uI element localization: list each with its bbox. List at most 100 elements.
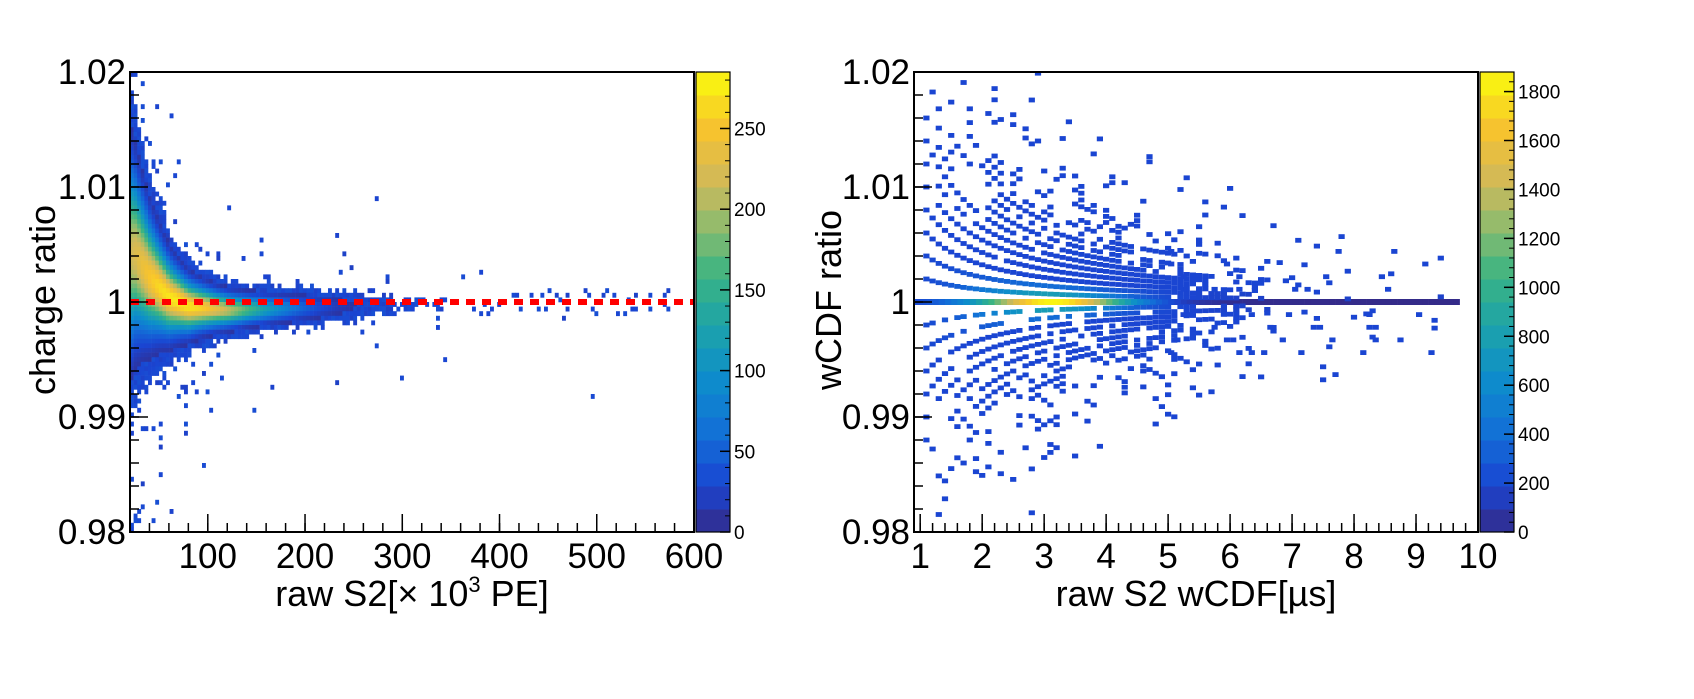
heatmap-cell: [991, 86, 998, 91]
heatmap-cell: [1003, 237, 1011, 243]
heatmap-cell: [148, 237, 152, 243]
heatmap-cell: [140, 104, 145, 110]
heatmap-cell: [140, 210, 145, 215]
heatmap-cell: [1189, 281, 1196, 287]
heatmap-cell: [1053, 284, 1060, 290]
heatmap-cell: [169, 509, 174, 514]
heatmap-cell: [248, 292, 253, 298]
heatmap-cell: [941, 192, 949, 198]
heatmap-cell: [997, 267, 1004, 273]
heatmap-cell: [941, 245, 949, 251]
heatmap-cell: [997, 192, 1004, 198]
heatmap-cell: [1059, 136, 1066, 141]
heatmap-cell: [948, 332, 955, 338]
heatmap-cell: [133, 164, 138, 169]
heatmap-cell: [133, 403, 138, 409]
heatmap-cell: [266, 320, 271, 326]
heatmap-cell: [245, 315, 250, 321]
heatmap-cell: [1270, 223, 1277, 229]
heatmap-cell: [1028, 396, 1035, 401]
heatmap-cell: [151, 338, 156, 344]
heatmap-cell: [310, 315, 314, 321]
heatmap-cell: [176, 311, 181, 317]
heatmap-cell: [1121, 356, 1128, 362]
heatmap-cell: [1059, 262, 1066, 268]
heatmap-cell: [184, 430, 188, 436]
heatmap-cell: [277, 283, 282, 289]
heatmap-cell: [349, 315, 354, 321]
heatmap-cell: [1065, 249, 1072, 254]
heatmap-cell: [248, 325, 253, 330]
heatmap-cell: [130, 357, 134, 363]
heatmap-cell: [155, 205, 160, 211]
heatmap-cell: [169, 256, 174, 261]
heatmap-cell: [1202, 295, 1209, 300]
heatmap-cell: [1304, 299, 1312, 305]
heatmap-cell: [162, 274, 167, 280]
heatmap-cell: [162, 361, 167, 367]
heatmap-cell: [130, 205, 134, 211]
heatmap-cell: [284, 306, 289, 312]
heatmap-cell: [166, 279, 170, 284]
heatmap-cell: [1140, 273, 1147, 278]
heatmap-cell: [187, 348, 192, 353]
heatmap-cell: [1379, 299, 1386, 305]
heatmap-cell: [948, 149, 955, 155]
heatmap-cell: [155, 499, 160, 505]
heatmap-cell: [173, 311, 178, 317]
heatmap-cell: [1227, 311, 1234, 317]
heatmap-cell: [169, 292, 174, 298]
heatmap-cell: [1127, 282, 1134, 288]
heatmap-cell: [144, 173, 149, 179]
heatmap-cell: [169, 306, 174, 312]
heatmap-cell: [346, 315, 350, 321]
heatmap-cell: [374, 196, 379, 202]
heatmap-cell: [158, 283, 163, 289]
heatmap-cell: [1264, 307, 1271, 312]
heatmap-cell: [166, 233, 170, 238]
heatmap-cell: [274, 315, 278, 321]
heatmap-cell: [1072, 264, 1079, 270]
heatmap-cell: [144, 320, 149, 326]
heatmap-cell: [1003, 196, 1011, 202]
colorbar-tick-label: 100: [734, 362, 766, 383]
heatmap-cell: [1158, 339, 1165, 345]
heatmap-cell: [1115, 328, 1122, 334]
heatmap-cell: [144, 136, 149, 142]
heatmap-cell: [1165, 289, 1172, 295]
heatmap-cell: [1152, 289, 1159, 295]
heatmap-cell: [151, 159, 156, 165]
heatmap-cell: [220, 325, 224, 330]
heatmap-cell: [1072, 348, 1079, 354]
heatmap-cell: [1177, 323, 1184, 328]
heatmap-cell: [1059, 388, 1066, 394]
heatmap-cell: [140, 297, 145, 303]
p2-x-axis-title: raw S2 wCDF[µs]: [1056, 573, 1337, 614]
heatmap-cell: [130, 311, 134, 317]
heatmap-cell: [158, 159, 163, 165]
heatmap-cell: [173, 366, 178, 372]
heatmap-cell: [1115, 235, 1122, 241]
heatmap-cell: [966, 354, 973, 360]
colorbar-band: [1480, 486, 1514, 510]
heatmap-cell: [364, 297, 368, 303]
heatmap-cell: [137, 329, 142, 335]
heatmap-cell: [133, 398, 138, 404]
heatmap-cell: [1103, 293, 1110, 299]
heatmap-cell: [1003, 330, 1011, 336]
heatmap-cell: [133, 343, 138, 349]
heatmap-cell: [148, 260, 152, 266]
heatmap-cell: [966, 244, 973, 250]
heatmap-cell: [176, 334, 181, 340]
heatmap-cell: [1022, 354, 1029, 360]
heatmap-cell: [137, 283, 142, 289]
heatmap-cell: [151, 256, 156, 261]
heatmap-cell: [140, 205, 145, 211]
heatmap-cell: [1304, 286, 1311, 292]
heatmap-cell: [151, 426, 156, 432]
heatmap-cell: [158, 435, 163, 441]
heatmap-cell: [194, 292, 199, 298]
heatmap-cell: [1183, 336, 1190, 342]
heatmap-cell: [1019, 299, 1026, 305]
heatmap-cell: [1059, 269, 1066, 275]
